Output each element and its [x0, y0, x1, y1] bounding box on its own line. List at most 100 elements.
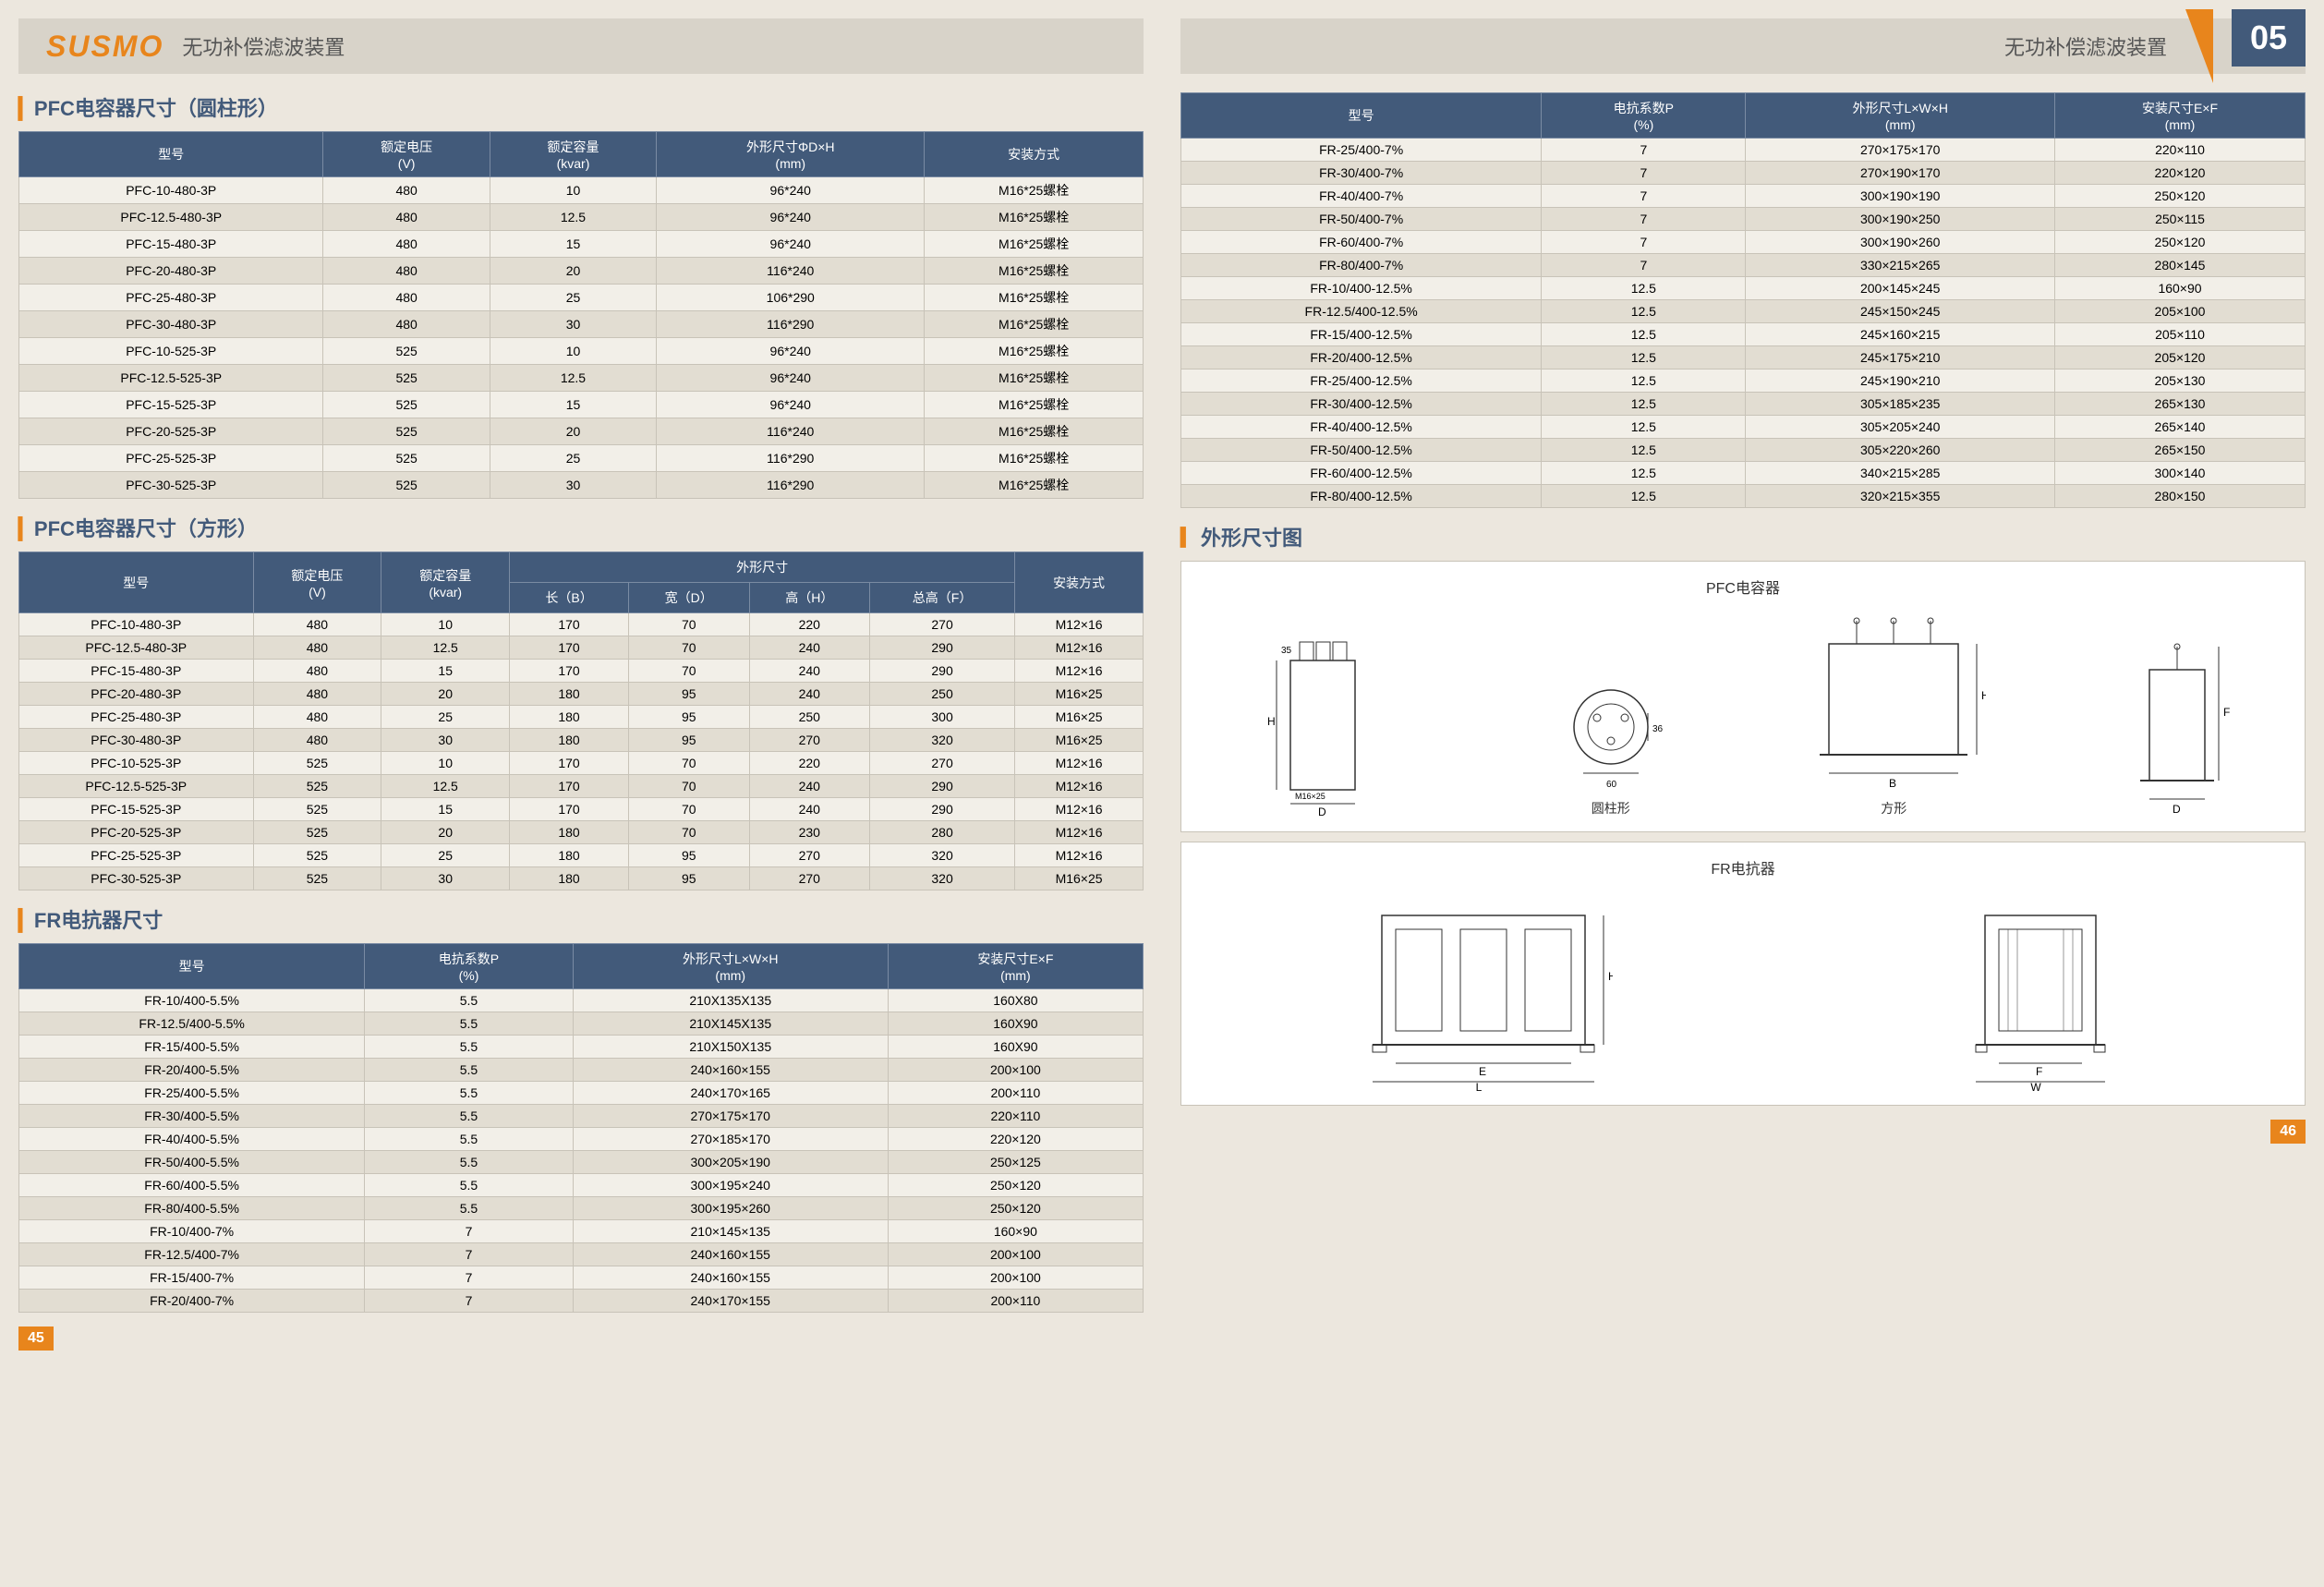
table-pfc-cylinder: 型号额定电压(V)额定容量(kvar)外形尺寸ΦD×H(mm)安装方式 PFC-…	[18, 131, 1144, 499]
cell: PFC-12.5-480-3P	[19, 204, 323, 231]
cell: 5.5	[365, 1036, 573, 1059]
svg-text:M16×25: M16×25	[1295, 792, 1325, 801]
cell: 270	[870, 613, 1015, 636]
col-header: 总高（F）	[870, 583, 1015, 613]
cell: 280	[870, 821, 1015, 844]
cell: FR-60/400-5.5%	[19, 1174, 365, 1197]
cell: 20	[490, 258, 656, 285]
table-row: FR-30/400-5.5%5.5270×175×170220×110	[19, 1105, 1144, 1128]
diagram-fr-side: F W	[1948, 888, 2133, 1091]
cell: 205×130	[2055, 369, 2306, 393]
table-row: FR-40/400-5.5%5.5270×185×170220×120	[19, 1128, 1144, 1151]
diagram-square-label: 方形	[1801, 799, 1986, 818]
svg-text:36: 36	[1652, 724, 1664, 734]
table-row: PFC-12.5-525-3P52512.517070240290M12×16	[19, 775, 1144, 798]
brand-logo: SUSMO	[46, 30, 163, 64]
cell: 180	[510, 844, 629, 867]
cell: 12.5	[1542, 277, 1746, 300]
table-row: FR-12.5/400-7%7240×160×155200×100	[19, 1243, 1144, 1266]
cell: 5.5	[365, 1059, 573, 1082]
cell: 30	[490, 472, 656, 499]
cell: 70	[628, 660, 749, 683]
cell: 70	[628, 752, 749, 775]
cell: 300×195×240	[573, 1174, 888, 1197]
cell: 30	[381, 729, 510, 752]
cell: 300	[870, 706, 1015, 729]
cell: 5.5	[365, 1174, 573, 1197]
cell: 5.5	[365, 1105, 573, 1128]
diagram-cylinder-top: 36 60 圆柱形	[1555, 607, 1666, 818]
table-row: FR-20/400-12.5%12.5245×175×210205×120	[1181, 346, 2306, 369]
col-header: 外形尺寸	[510, 552, 1015, 583]
diagram-fr-front: E L H	[1354, 888, 1613, 1091]
cell: 160X90	[888, 1036, 1143, 1059]
svg-text:F: F	[2036, 1065, 2042, 1078]
cell: 200×100	[888, 1243, 1143, 1266]
cell: 300×140	[2055, 462, 2306, 485]
cell: M16*25螺栓	[925, 177, 1144, 204]
diagram-fr-title: FR电抗器	[1195, 856, 2291, 878]
cell: 525	[323, 418, 490, 445]
cell: 116*240	[657, 258, 925, 285]
cell: 525	[253, 821, 381, 844]
cell: 280×150	[2055, 485, 2306, 508]
col-header: 安装方式	[925, 132, 1144, 177]
cell: 240	[749, 775, 870, 798]
cell: 300×190×260	[1746, 231, 2055, 254]
header-title-left: 无功补偿滤波装置	[182, 31, 345, 61]
cell: 220	[749, 752, 870, 775]
table-row: PFC-10-480-3P4801017070220270M12×16	[19, 613, 1144, 636]
cell: FR-40/400-5.5%	[19, 1128, 365, 1151]
col-header: 安装尺寸E×F(mm)	[888, 944, 1143, 989]
table-row: FR-12.5/400-5.5%5.5210X145X135160X90	[19, 1012, 1144, 1036]
cell: M12×16	[1015, 844, 1144, 867]
cell: 525	[253, 798, 381, 821]
cell: 70	[628, 613, 749, 636]
cell: 525	[253, 867, 381, 890]
cell: PFC-30-480-3P	[19, 729, 254, 752]
cell: 205×100	[2055, 300, 2306, 323]
header-right: 无功补偿滤波装置 05	[1180, 18, 2306, 74]
cell: PFC-20-525-3P	[19, 418, 323, 445]
cell: 12.5	[1542, 300, 1746, 323]
table-row: PFC-20-480-3P4802018095240250M16×25	[19, 683, 1144, 706]
cell: 15	[381, 660, 510, 683]
table-row: FR-80/400-7%7330×215×265280×145	[1181, 254, 2306, 277]
cell: 525	[323, 365, 490, 392]
cell: M16×25	[1015, 683, 1144, 706]
cell: 20	[490, 418, 656, 445]
cell: FR-80/400-5.5%	[19, 1197, 365, 1220]
cell: 320×215×355	[1746, 485, 2055, 508]
cell: 160X80	[888, 989, 1143, 1012]
table-row: PFC-15-480-3P4801596*240M16*25螺栓	[19, 231, 1144, 258]
cell: 305×220×260	[1746, 439, 2055, 462]
cell: FR-50/400-5.5%	[19, 1151, 365, 1174]
cell: M16*25螺栓	[925, 338, 1144, 365]
cell: 220	[749, 613, 870, 636]
table-row: PFC-20-525-3P5252018070230280M12×16	[19, 821, 1144, 844]
col-header: 型号	[19, 132, 323, 177]
table-row: FR-80/400-12.5%12.5320×215×355280×150	[1181, 485, 2306, 508]
col-header: 型号	[19, 552, 254, 613]
cell: 7	[365, 1290, 573, 1313]
cell: 5.5	[365, 1012, 573, 1036]
cell: 5.5	[365, 1151, 573, 1174]
cell: 300×190×250	[1746, 208, 2055, 231]
cell: 240	[749, 636, 870, 660]
cell: 250×120	[2055, 231, 2306, 254]
cell: FR-20/400-5.5%	[19, 1059, 365, 1082]
cell: 245×150×245	[1746, 300, 2055, 323]
cell: 480	[323, 285, 490, 311]
cell: 200×110	[888, 1290, 1143, 1313]
cell: 160×90	[888, 1220, 1143, 1243]
diagram-square-front: B H 方形	[1801, 607, 1986, 818]
cell: M16*25螺栓	[925, 258, 1144, 285]
col-header: 高（H）	[749, 583, 870, 613]
col-header: 额定容量(kvar)	[490, 132, 656, 177]
cell: PFC-25-480-3P	[19, 706, 254, 729]
cell: M12×16	[1015, 613, 1144, 636]
cell: 7	[365, 1266, 573, 1290]
cell: 12.5	[1542, 393, 1746, 416]
cell: 210X145X135	[573, 1012, 888, 1036]
cell: 240	[749, 798, 870, 821]
